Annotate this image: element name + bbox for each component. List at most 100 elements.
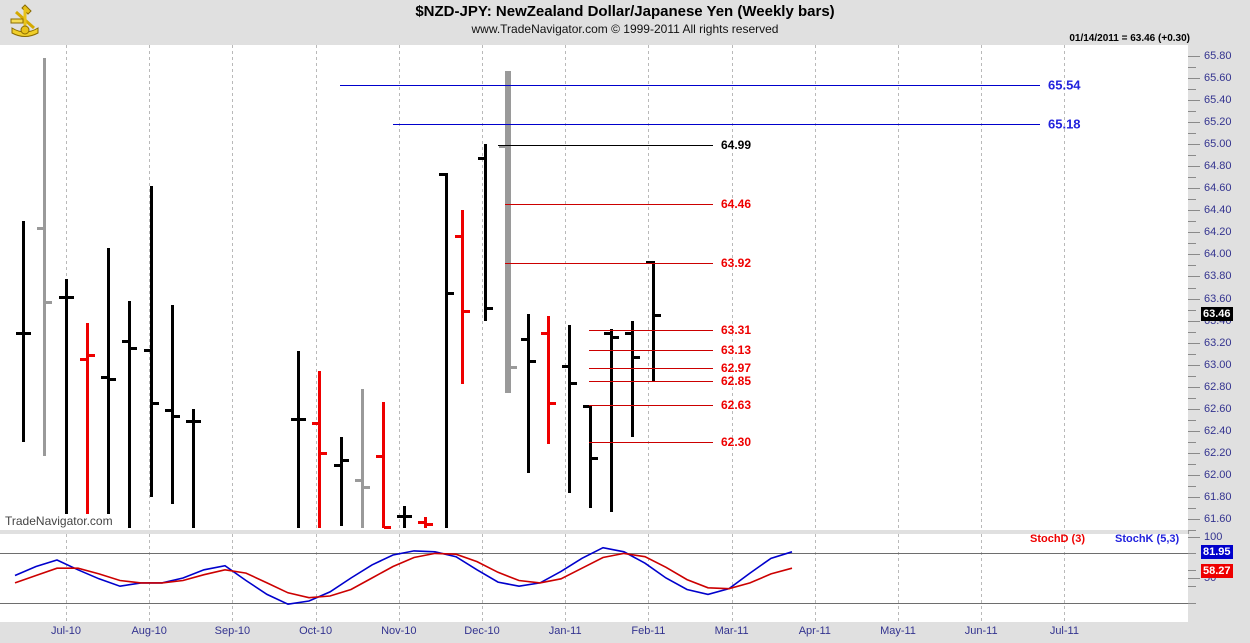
price-level-line[interactable] [589, 405, 713, 407]
ohlc-bar[interactable] [505, 71, 511, 394]
price-level-label: 62.85 [721, 374, 752, 389]
axis-tick-minor [1188, 243, 1196, 245]
gridline-vertical [898, 534, 899, 622]
price-level-line[interactable] [589, 441, 713, 443]
gridline-vertical [648, 534, 650, 622]
indicator-axis-label: 100 [1204, 531, 1223, 543]
ohlc-bar[interactable] [192, 408, 195, 528]
axis-tick-minor [1188, 530, 1196, 531]
date-axis-label: Aug-10 [131, 625, 167, 637]
chart-subtitle: www.TradeNavigator.com © 1999-2011 All r… [471, 22, 779, 36]
ohlc-close-tick [342, 459, 349, 463]
price-level-label: 62.30 [721, 434, 752, 449]
axis-tick [1188, 364, 1200, 366]
price-level-line[interactable] [505, 203, 713, 205]
price-level-line[interactable] [340, 84, 1040, 86]
ohlc-bar[interactable] [589, 405, 592, 508]
ohlc-bar[interactable] [86, 322, 89, 528]
axis-tick-minor [1188, 485, 1196, 487]
gridline-vertical [482, 45, 483, 530]
price-level-label: 63.13 [721, 343, 752, 358]
price-level-label: 62.97 [721, 360, 752, 375]
date-axis-label: Apr-11 [798, 625, 831, 637]
ohlc-bar[interactable] [527, 313, 530, 473]
ohlc-open-tick [604, 331, 611, 335]
date-axis[interactable]: Jul-10 Aug-10 Sep-10 Oct-10 Nov-10 Dec-10 Jan-… [0, 622, 1250, 643]
ohlc-open-tick [165, 408, 172, 412]
ohlc-close-tick [549, 402, 556, 406]
price-axis-label: 63.60 [1204, 292, 1232, 305]
ohlc-open-tick [646, 261, 653, 265]
ohlc-close-tick [67, 296, 74, 300]
ohlc-bar[interactable] [631, 320, 634, 438]
axis-tick [1188, 474, 1200, 476]
ohlc-open-tick [521, 338, 528, 342]
axis-tick-minor [1188, 331, 1196, 333]
price-level-label: 62.63 [721, 398, 752, 413]
ohlc-bar[interactable] [150, 186, 153, 497]
price-level-line[interactable] [589, 381, 713, 383]
ohlc-bar[interactable] [610, 329, 613, 513]
price-level-line[interactable] [498, 145, 713, 147]
current-price-badge: 63.46 [1201, 306, 1233, 321]
price-axis-label: 62.40 [1204, 424, 1232, 437]
ohlc-bar[interactable] [547, 316, 550, 445]
price-axis-label: 63.80 [1204, 270, 1232, 283]
indicator-series-line [14, 546, 793, 606]
price-level-line[interactable] [589, 350, 713, 352]
price-level-line[interactable] [589, 367, 713, 369]
ohlc-bar[interactable] [43, 58, 46, 457]
axis-tick [1188, 276, 1200, 278]
gridline-vertical [648, 45, 650, 530]
ohlc-open-tick [291, 417, 298, 421]
price-level-line[interactable] [589, 330, 713, 332]
ohlc-bar[interactable] [318, 371, 321, 528]
gridline-vertical [315, 534, 317, 622]
ohlc-bar[interactable] [361, 388, 364, 528]
price-level-line[interactable] [505, 263, 713, 265]
ohlc-close-tick [363, 485, 370, 489]
price-axis[interactable]: 65.80 65.60 65.40 65.20 65.00 64.80 64.60 64.40… [1188, 45, 1250, 531]
ohlc-close-tick [426, 523, 433, 527]
axis-tick-minor [1188, 553, 1196, 555]
ohlc-open-tick [499, 145, 506, 149]
indicator-series-line [14, 552, 793, 599]
ohlc-bar[interactable] [340, 437, 343, 526]
price-axis-label: 62.80 [1204, 380, 1232, 393]
ohlc-bar[interactable] [403, 505, 406, 528]
date-axis-label: May-11 [880, 625, 916, 637]
ohlc-bar[interactable] [652, 261, 655, 383]
ohlc-bar[interactable] [171, 305, 174, 504]
ohlc-bar[interactable] [65, 278, 68, 528]
indicator-guide-line [0, 602, 1188, 604]
ohlc-close-tick [405, 514, 412, 518]
axis-tick-minor [1188, 199, 1196, 201]
ohlc-bar[interactable] [424, 516, 427, 528]
ohlc-open-tick [439, 172, 446, 176]
ohlc-bar[interactable] [484, 144, 487, 321]
ohlc-bar[interactable] [22, 221, 25, 442]
ohlc-bar[interactable] [461, 210, 464, 385]
legend-stochd: StochD (3) [1030, 533, 1085, 545]
ohlc-bar[interactable] [297, 351, 300, 528]
date-axis-label: Jun-11 [964, 625, 998, 637]
indicator-guide-line [0, 553, 1188, 555]
gridline-vertical [565, 534, 567, 622]
price-level-line[interactable] [393, 124, 1040, 126]
ohlc-bar[interactable] [568, 324, 571, 493]
price-chart-pane[interactable]: 65.54 65.18 64.99 64.46 63.92 63.31 63.13 62.97… [0, 45, 1188, 530]
axis-tick [1188, 122, 1200, 124]
stochastic-curves [14, 546, 793, 606]
ohlc-close-tick [654, 313, 661, 317]
axis-tick [1188, 518, 1200, 520]
ohlc-bar[interactable] [445, 172, 448, 528]
stochastic-pane[interactable] [0, 534, 1188, 622]
date-axis-label: Jul-11 [1049, 625, 1079, 637]
ohlc-bar[interactable] [382, 402, 385, 528]
ohlc-bar[interactable] [128, 300, 131, 528]
ohlc-bar[interactable] [107, 247, 110, 528]
sextant-logo-icon [8, 2, 42, 40]
quote-readout: 01/14/2011 = 63.46 (+0.30) [1069, 33, 1190, 44]
